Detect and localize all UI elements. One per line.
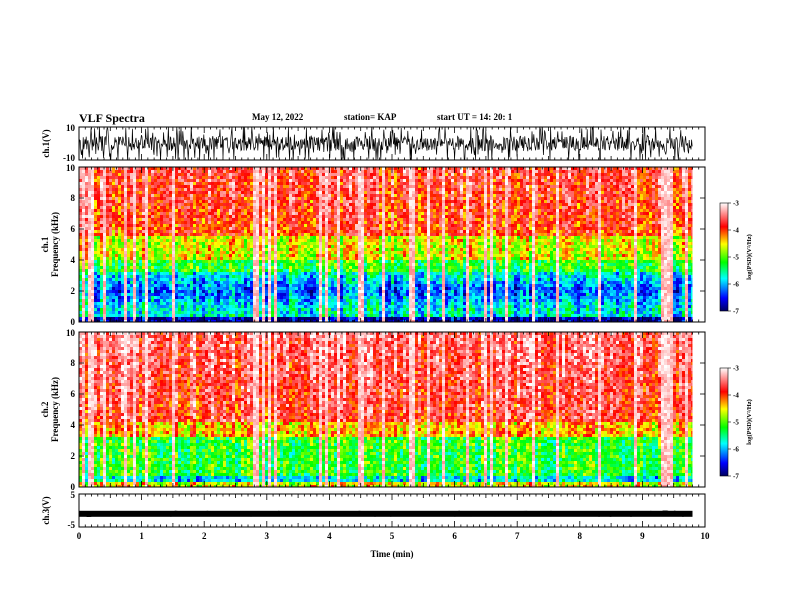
figure-title: VLF Spectra xyxy=(79,111,145,126)
x-tick-label: 9 xyxy=(640,531,645,541)
x-axis-label: Time (min) xyxy=(370,549,413,559)
ch1-spectrogram-ylabel: Frequency (kHz) xyxy=(50,212,60,277)
ch2-colorbar-tick-label: -7 xyxy=(733,473,739,481)
ch1-colorbar-tick-label: -4 xyxy=(733,227,739,235)
ch3-waveform-ylabel: ch.3(V) xyxy=(41,496,51,524)
ch1-spectrogram-blank xyxy=(692,167,705,322)
x-tick-label: 3 xyxy=(265,531,270,541)
ch3-y-tick-label: 5 xyxy=(71,490,76,500)
ch2-freq-tick-label: 4 xyxy=(71,420,76,430)
ch1-spectrogram-cells xyxy=(79,167,693,322)
ch1-y-tick-label: 10 xyxy=(66,123,76,133)
ch1-waveform-ylabel: ch.1(V) xyxy=(41,129,51,157)
ch3-y-tick-label: -5 xyxy=(68,520,76,530)
ch3-waveform-trace xyxy=(79,510,693,517)
station-label: station= KAP xyxy=(344,112,396,122)
ch1-colorbar-tick-label: -5 xyxy=(733,254,739,262)
x-tick-label: 6 xyxy=(452,531,457,541)
ch2-colorbar-tick-label: -5 xyxy=(733,419,739,427)
ch3-waveform-trace-noise xyxy=(78,510,692,518)
ch1-freq-tick-label: 2 xyxy=(71,286,76,296)
ch2-freq-tick-label: 10 xyxy=(66,328,76,338)
start-time-label: start UT = 14: 20: 1 xyxy=(437,112,512,122)
x-tick-label: 8 xyxy=(578,531,583,541)
ch2-spectrogram-blank xyxy=(692,332,705,487)
ch2-colorbar xyxy=(719,367,729,477)
x-tick-label: 10 xyxy=(701,531,711,541)
ch1-colorbar-tick-label: -3 xyxy=(733,200,739,208)
x-tick-label: 1 xyxy=(139,531,144,541)
ch2-colorbar-tick-label: -3 xyxy=(733,365,739,373)
ch2-spectrogram-ylabel: Frequency (kHz) xyxy=(50,377,60,442)
ch2-freq-tick-label: 8 xyxy=(71,358,76,368)
ch2-colorbar-tick-label: -6 xyxy=(733,446,739,454)
x-tick-label: 0 xyxy=(77,531,82,541)
x-tick-label: 2 xyxy=(202,531,207,541)
ch1-freq-tick-label: 8 xyxy=(71,193,76,203)
date-label: May 12, 2022 xyxy=(252,112,303,122)
ch1-colorbar-tick-label: -6 xyxy=(733,281,739,289)
ch1-freq-tick-label: 6 xyxy=(71,224,76,234)
ch2-colorbar-tick-label: -4 xyxy=(733,392,739,400)
ch1-colorbar-tick-label: -7 xyxy=(733,308,739,316)
ch1-colorbar xyxy=(719,202,729,312)
ch1-colorbar-label: log(PSD)(V²/Hz) xyxy=(746,234,753,280)
x-tick-label: 7 xyxy=(515,531,520,541)
ch2-freq-tick-label: 6 xyxy=(71,389,76,399)
ch1-spectrogram-channel-label: ch.1 xyxy=(40,236,50,252)
ch1-y-tick-label: -10 xyxy=(63,153,75,163)
ch1-freq-tick-label: 0 xyxy=(71,317,76,327)
ch2-spectrogram-channel-label: ch.2 xyxy=(40,401,50,417)
ch2-spectrogram-cells xyxy=(79,332,693,487)
ch1-waveform-trace xyxy=(78,125,693,161)
ch2-freq-tick-label: 2 xyxy=(71,451,76,461)
x-tick-label: 5 xyxy=(390,531,395,541)
ch1-freq-tick-label: 4 xyxy=(71,255,76,265)
x-tick-label: 4 xyxy=(327,531,332,541)
ch2-colorbar-label: log(PSD)(V²/Hz) xyxy=(746,399,753,445)
ch2-freq-tick-label: 0 xyxy=(71,482,76,492)
ch1-freq-tick-label: 10 xyxy=(66,163,76,173)
